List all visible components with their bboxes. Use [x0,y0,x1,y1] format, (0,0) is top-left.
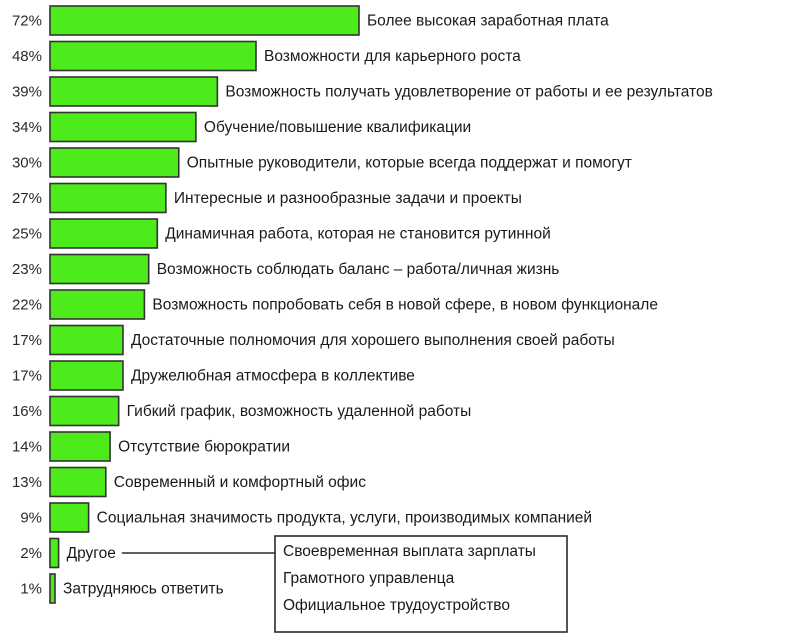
bar [49,76,219,107]
bar-row: 34% Обучение/повышение квалификации [12,111,471,143]
bar-row: 17% Дружелюбная атмосфера в коллективе [12,360,415,391]
bar-value-label: 16% [12,403,42,420]
bar [49,324,124,356]
bar [49,147,180,178]
callout-items: Своевременная выплата зарплаты Грамотного… [283,543,536,614]
callout-box [274,535,568,633]
bar-value-label: 14% [12,439,42,456]
bar [49,466,107,498]
bar-category-label: Возможность получать удовлетворение от р… [225,84,712,101]
bar-value-label: 34% [12,119,42,136]
bar-category-label: Более высокая заработная плата [367,13,609,30]
bar-row: 72% Более высокая заработная плата [12,5,609,36]
bar-value-label: 17% [12,332,42,349]
bar-value-label: 1% [20,581,42,598]
bar-row: 48% Возможности для карьерного роста [12,40,521,72]
bar-row: 16% Гибкий график, возможность удаленной … [12,395,472,427]
bar [49,182,167,214]
bar-category-label: Социальная значимость продукта, услуги, … [97,510,592,527]
bar [49,40,257,72]
bar-row: 27% Интересные и разнообразные задачи и п… [12,182,522,214]
bar-row: 17% Достаточные полномочия для хорошего в… [12,324,615,356]
bar [49,289,146,320]
bar-value-label: 2% [20,545,42,562]
bar-value-label: 48% [12,48,42,65]
bar [49,431,111,462]
bar-category-label: Обучение/повышение квалификации [204,119,471,136]
callout-item: Официальное трудоустройство [283,597,510,614]
bar-row: 39% Возможность получать удовлетворение о… [12,76,713,107]
bar-category-label: Интересные и разнообразные задачи и прое… [174,190,522,207]
bar-category-label: Другое [67,545,116,562]
bar [49,573,56,604]
bar-category-label: Дружелюбная атмосфера в коллективе [131,368,415,385]
bar-row: 23% Возможность соблюдать баланс – работа… [12,253,560,285]
bar [49,502,90,533]
bar-value-label: 27% [12,190,42,207]
bar-category-label: Достаточные полномочия для хорошего выпо… [131,332,615,349]
bar-value-label: 72% [12,13,42,30]
bar-row: 25% Динамичная работа, которая не станови… [12,218,551,249]
bar [49,537,60,569]
bar-value-label: 22% [12,297,42,314]
bar-category-label: Опытные руководители, которые всегда под… [187,155,632,172]
bar-value-label: 23% [12,261,42,278]
callout-item: Грамотного управленца [283,570,455,587]
bar-value-label: 30% [12,155,42,172]
bar-row: 9% Социальная значимость продукта, услуги… [20,502,592,533]
bar [49,5,360,36]
bar-row: 2% Другое [20,537,116,569]
bar-value-label: 17% [12,368,42,385]
bar-category-label: Возможности для карьерного роста [264,48,521,65]
bar-value-label: 25% [12,226,42,243]
bar-row: 22% Возможность попробовать себя в новой … [12,289,658,320]
bar-category-label: Возможность попробовать себя в новой сфе… [152,297,658,314]
bar-row: 1% Затрудняюсь ответить [20,573,224,604]
bar-category-label: Возможность соблюдать баланс – работа/ли… [157,261,560,278]
bar-category-label: Отсутствие бюрократии [118,439,290,456]
bar-row: 13% Современный и комфортный офис [12,466,366,498]
bar-category-label: Затрудняюсь ответить [63,581,224,598]
bar [49,360,124,391]
other-callout: Своевременная выплата зарплаты Грамотного… [121,535,568,633]
callout-item: Своевременная выплата зарплаты [283,543,536,560]
bar-row: 14% Отсутствие бюрократии [12,431,290,462]
bar-value-label: 39% [12,84,42,101]
bar-value-label: 13% [12,474,42,491]
bar [49,253,150,285]
bar [49,395,120,427]
bar-category-label: Современный и комфортный офис [114,474,366,491]
bar-category-label: Гибкий график, возможность удаленной раб… [127,403,472,420]
bar-value-label: 9% [20,510,42,527]
bar [49,111,197,143]
bar-rows: 72% Более высокая заработная плата 48% Возм… [12,5,713,604]
bar-category-label: Динамичная работа, которая не становится… [165,226,550,243]
bar [49,218,159,249]
bar-row: 30% Опытные руководители, которые всегда … [12,147,632,178]
